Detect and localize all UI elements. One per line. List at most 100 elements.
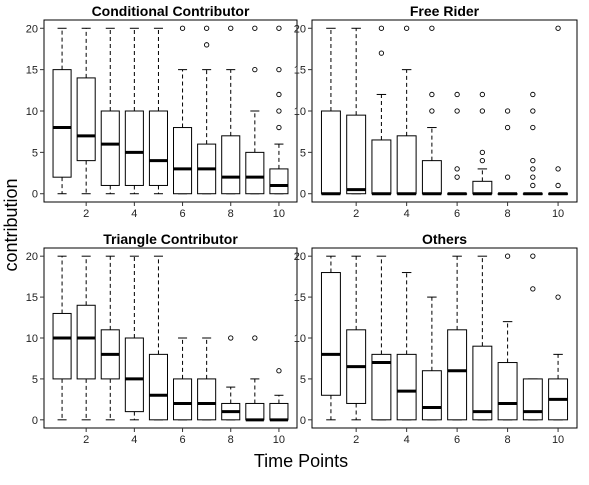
box-t9: [245, 25, 265, 195]
x-tick-label: 6: [454, 208, 460, 220]
outlier-point: [504, 174, 511, 180]
box-t10: [548, 294, 569, 421]
y-tick-label: 5: [300, 374, 306, 386]
x-tick-label: 10: [273, 434, 285, 446]
box-body: [173, 378, 193, 421]
outlier-point: [378, 50, 385, 56]
box-t6: [447, 255, 468, 421]
outlier-point: [530, 286, 536, 292]
outlier-point: [530, 166, 536, 172]
box-body: [472, 345, 493, 421]
outlier-point: [555, 294, 561, 300]
box-body: [245, 151, 265, 195]
box-body: [522, 378, 543, 421]
y-tick-label: 20: [26, 251, 38, 263]
x-tick-label: 4: [404, 434, 410, 446]
box-body: [173, 127, 193, 195]
y-tick-label: 15: [26, 292, 38, 304]
y-tick-label: 5: [32, 147, 38, 159]
box-t9: [522, 91, 543, 196]
y-tick-label: 0: [32, 415, 38, 427]
box-t2: [76, 255, 96, 421]
box-t7: [472, 255, 493, 421]
y-tick-label: 10: [294, 333, 306, 345]
y-tick-label: 0: [32, 189, 38, 201]
box-body: [76, 304, 96, 380]
box-body: [371, 353, 392, 421]
outlier-point: [228, 335, 234, 341]
box-t5: [421, 296, 442, 421]
panel-1: Free Rider 0 5 10 15 20 2 4 6 8 10: [294, 3, 578, 220]
x-tick-label: 2: [83, 434, 89, 446]
box-t8: [221, 25, 241, 195]
box-t6: [447, 91, 468, 196]
box-t2: [346, 27, 367, 195]
outlier-point: [203, 25, 210, 31]
outlier-point: [429, 108, 435, 114]
box-t7: [197, 337, 217, 421]
box-body: [100, 110, 120, 186]
x-tick-label: 4: [131, 208, 137, 220]
box-t2: [76, 27, 96, 195]
box-body: [346, 114, 367, 195]
box-body: [245, 402, 265, 421]
box-t3: [100, 27, 120, 195]
box-body: [52, 69, 72, 178]
y-tick-label: 10: [26, 106, 38, 118]
panel-3: Others 0 5 10 15 20 2 4 6 8 10: [294, 231, 578, 446]
box-t1: [52, 255, 72, 421]
panel-0: Conditional Contributor 0 5 10 15 20 2 4 6 8 10: [26, 3, 298, 220]
box-t5: [421, 25, 442, 196]
outlier-point: [276, 368, 282, 374]
y-tick-label: 5: [300, 147, 306, 159]
outlier-point: [378, 25, 385, 31]
outlier-point: [555, 25, 561, 31]
outlier-point: [403, 25, 410, 31]
outlier-point: [530, 108, 536, 114]
box-body: [124, 337, 144, 413]
x-tick-label: 6: [454, 434, 460, 446]
box-t8: [497, 253, 518, 421]
box-body: [52, 312, 72, 380]
x-tick-label: 8: [228, 208, 234, 220]
box-t3: [100, 255, 120, 421]
y-tick-label: 15: [26, 65, 38, 77]
box-body: [320, 272, 341, 396]
box-body: [371, 139, 392, 195]
outlier-point: [530, 182, 536, 189]
y-tick-label: 5: [32, 374, 38, 386]
outlier-point: [479, 91, 486, 98]
y-tick-label: 0: [300, 415, 306, 427]
panel-2: Triangle Contributor 0 5 10 15 20 2 4 6 8 10: [26, 231, 298, 446]
outlier-point: [555, 166, 561, 172]
outlier-point: [479, 157, 486, 164]
y-tick-label: 0: [300, 189, 306, 201]
outlier-point: [504, 108, 511, 114]
x-tick-label: 10: [552, 208, 564, 220]
outlier-point: [276, 124, 282, 131]
x-tick-label: 10: [552, 434, 564, 446]
y-tick-label: 15: [294, 65, 306, 77]
box-t4: [124, 27, 144, 195]
x-tick-label: 8: [505, 208, 511, 220]
outlier-point: [252, 335, 258, 341]
outlier-point: [203, 42, 210, 48]
box-body: [396, 135, 417, 195]
outlier-point: [276, 91, 282, 98]
box-t9: [245, 335, 265, 422]
outlier-point: [530, 91, 536, 98]
box-body: [497, 362, 518, 421]
outlier-point: [429, 25, 435, 31]
x-tick-label: 6: [179, 208, 185, 220]
box-body: [472, 180, 493, 195]
y-tick-label: 15: [294, 292, 306, 304]
outlier-point: [429, 91, 435, 98]
outlier-point: [228, 25, 234, 31]
box-t10: [548, 25, 569, 196]
y-tick-label: 20: [294, 251, 306, 263]
outlier-point: [530, 174, 536, 180]
box-body: [148, 353, 168, 421]
y-axis-title: contribution: [1, 178, 21, 271]
box-t3: [371, 255, 392, 421]
